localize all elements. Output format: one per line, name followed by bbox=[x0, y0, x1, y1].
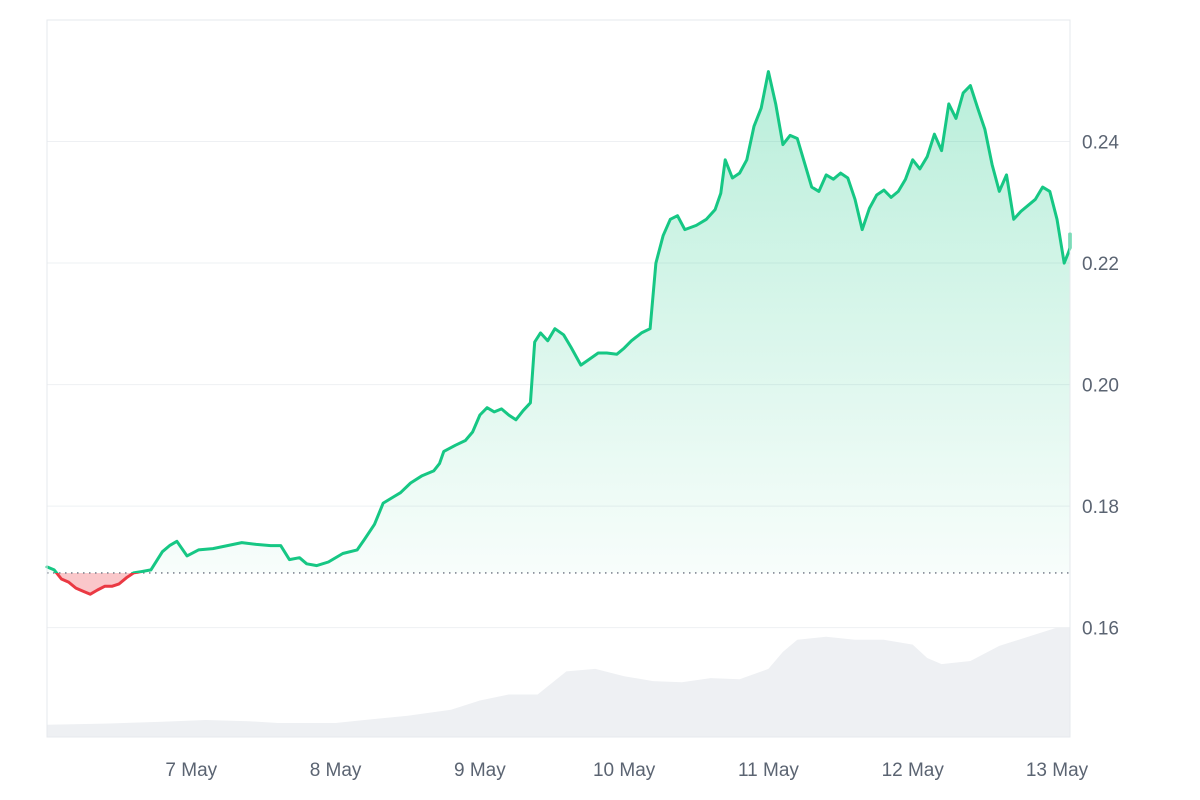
x-tick-label: 8 May bbox=[310, 760, 362, 781]
y-tick-label: 0.16 bbox=[1082, 619, 1119, 640]
x-tick-label: 10 May bbox=[593, 760, 656, 781]
price-area-down bbox=[56, 572, 134, 595]
x-axis-ticks: 7 May 8 May 9 May 10 May 11 May 12 May 13 May bbox=[165, 760, 1088, 781]
x-tick-label: 13 May bbox=[1026, 760, 1089, 781]
x-tick-label: 12 May bbox=[882, 760, 945, 781]
x-tick-label: 11 May bbox=[738, 760, 799, 781]
x-tick-label: 9 May bbox=[454, 760, 506, 781]
y-tick-label: 0.18 bbox=[1082, 497, 1119, 518]
price-area-up bbox=[47, 71, 1070, 573]
volume-area bbox=[47, 627, 1070, 737]
area-layer bbox=[47, 71, 1070, 595]
price-line-up bbox=[45, 70, 1072, 573]
y-tick-label: 0.22 bbox=[1082, 254, 1119, 275]
frame-layer bbox=[46, 19, 1071, 738]
y-tick-label: 0.24 bbox=[1082, 133, 1119, 154]
y-axis-ticks: 0.16 0.18 0.20 0.22 0.24 bbox=[1082, 133, 1119, 640]
volume-layer bbox=[47, 627, 1070, 737]
x-tick-label: 7 May bbox=[165, 760, 217, 781]
plot-frame bbox=[46, 19, 1071, 738]
y-tick-label: 0.20 bbox=[1082, 376, 1119, 397]
line-layer bbox=[45, 70, 1072, 596]
